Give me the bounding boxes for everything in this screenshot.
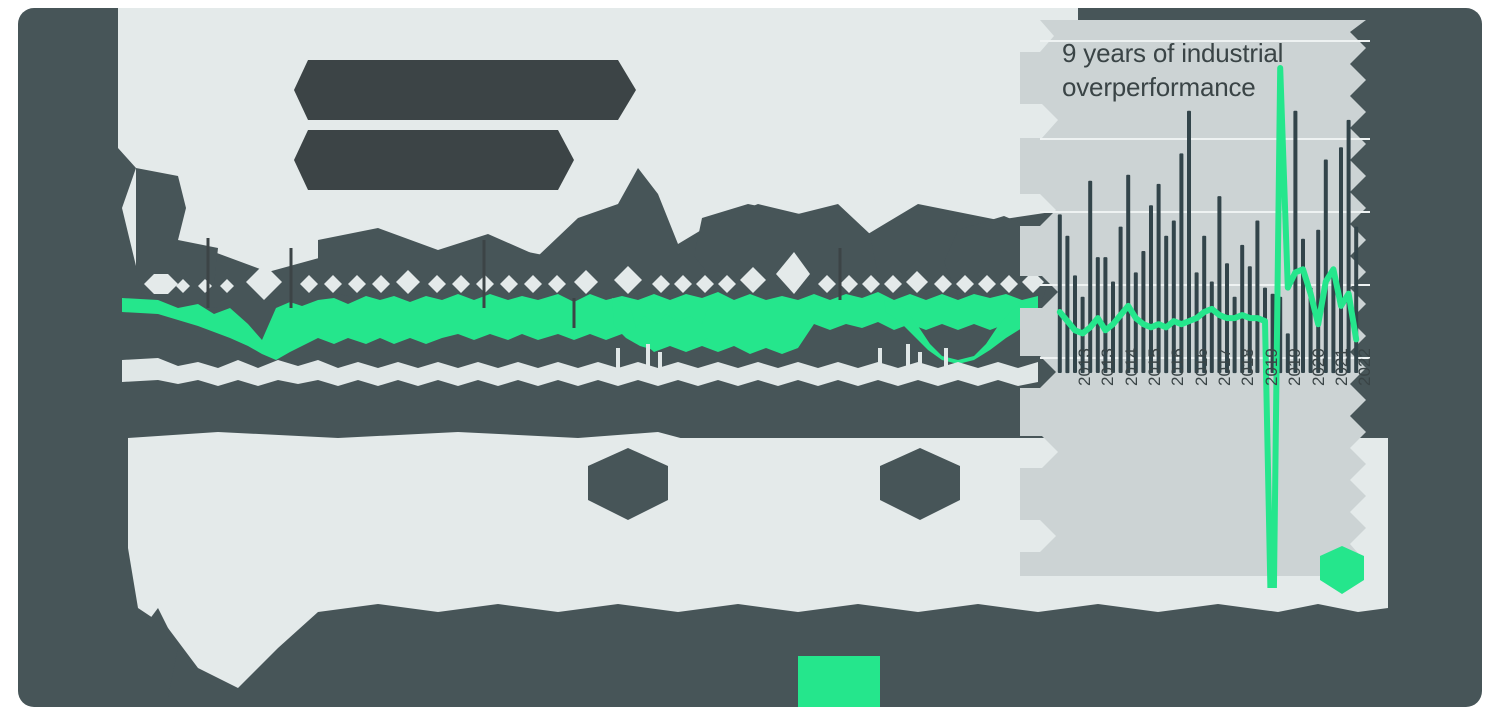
inset-gridlines bbox=[1040, 40, 1370, 359]
bottom-redaction-block-left bbox=[128, 608, 178, 698]
inset-chart-panel: 9 years of industrial overperformance 20… bbox=[1020, 8, 1420, 588]
bottom-redaction-block-right bbox=[878, 658, 1348, 707]
green-dip-right bbox=[884, 298, 1038, 364]
bottom-redaction-block-mid bbox=[298, 658, 798, 707]
bottom-redaction-diamond-1 bbox=[588, 448, 668, 520]
inset-performance-line bbox=[1056, 65, 1360, 588]
green-area-band bbox=[122, 292, 1038, 360]
inner-tick-marks bbox=[206, 238, 842, 328]
bottom-white-band bbox=[122, 358, 1038, 386]
redaction-block-2 bbox=[294, 130, 574, 190]
chart-card: 9 years of industrial overperformance 20… bbox=[18, 8, 1482, 707]
bottom-green-blob bbox=[798, 656, 880, 707]
redaction-speckles bbox=[144, 252, 1044, 300]
bottom-band-ticks bbox=[616, 344, 948, 378]
green-dip-left bbox=[612, 298, 708, 350]
inset-chart-svg bbox=[1020, 20, 1370, 588]
redaction-block-1 bbox=[294, 60, 636, 120]
bottom-redaction-diamond-2 bbox=[880, 448, 960, 520]
redaction-mass-mid-2 bbox=[694, 204, 878, 298]
